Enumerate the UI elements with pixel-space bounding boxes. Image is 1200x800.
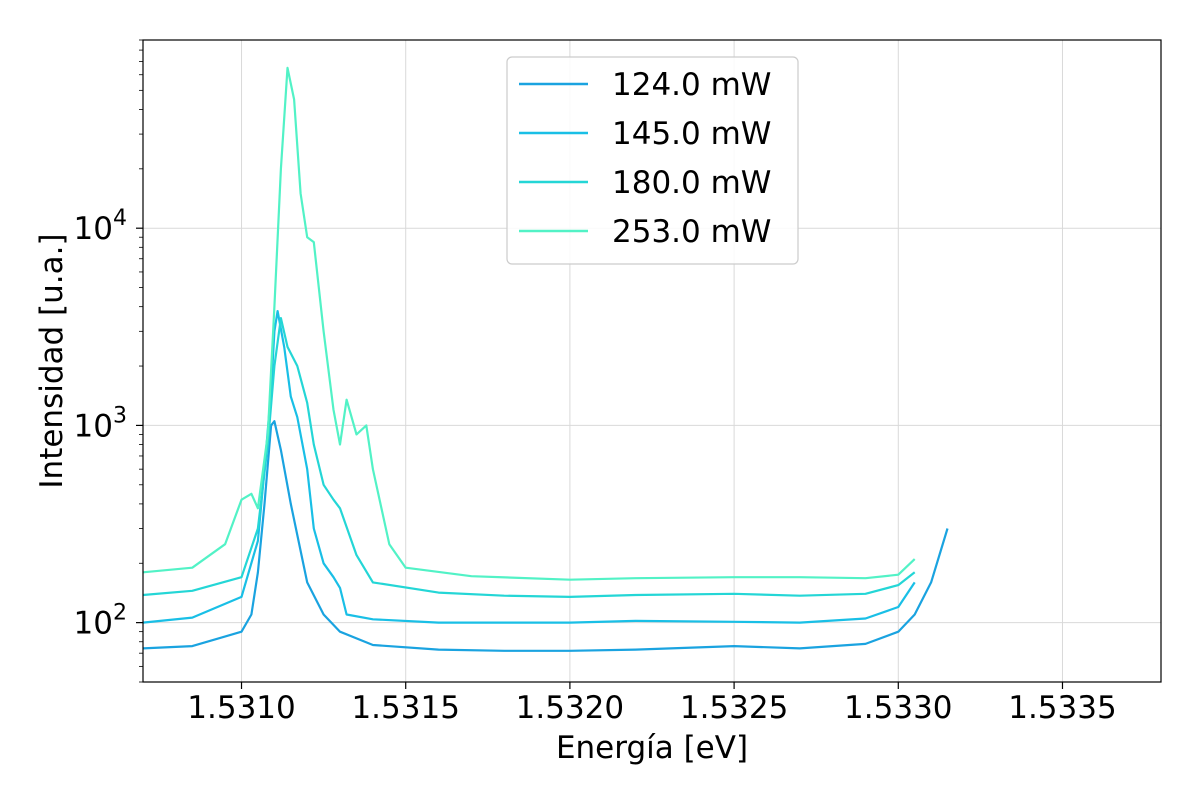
- y-axis-label: Intensidad [u.a.]: [34, 233, 70, 488]
- legend-label: 124.0 mW: [612, 67, 771, 103]
- y-tick-label: 104: [74, 206, 127, 247]
- legend-entries: 124.0 mW 145.0 mW 180.0 mW 253.0 mW: [519, 67, 771, 250]
- series-line: [142, 66, 916, 581]
- x-tick-label: 1.5325: [680, 690, 788, 726]
- y-tick-exponent: 3: [113, 403, 127, 428]
- x-tick-label: 1.5315: [351, 690, 459, 726]
- series-line: [142, 317, 916, 598]
- series-layer: [142, 66, 949, 652]
- legend: 124.0 mW 145.0 mW 180.0 mW 253.0 mW: [506, 56, 799, 265]
- y-tick-base: 10: [74, 211, 113, 247]
- y-tick-label: 103: [74, 403, 127, 444]
- legend-box: [506, 56, 799, 265]
- x-tick-label: 1.5330: [844, 690, 952, 726]
- x-tick-label: 1.5310: [187, 690, 295, 726]
- legend-label: 180.0 mW: [612, 165, 771, 201]
- x-tick-label: 1.5335: [1008, 690, 1116, 726]
- series-line: [142, 420, 949, 652]
- x-axis-label: Energía [eV]: [556, 730, 748, 766]
- legend-label: 253.0 mW: [612, 214, 771, 250]
- y-tick-base: 10: [74, 606, 113, 642]
- tick-layer: 1.5310 1.5315 1.5320 1.5325 1.5330 1.53351021…: [74, 39, 1117, 726]
- y-tick-exponent: 4: [113, 206, 127, 231]
- legend-label: 145.0 mW: [612, 116, 771, 152]
- y-tick-label: 102: [74, 601, 127, 642]
- y-tick-base: 10: [74, 408, 113, 444]
- x-tick-label: 1.5320: [516, 690, 624, 726]
- plot-frame: [142, 39, 1162, 683]
- y-tick-exponent: 2: [113, 601, 127, 626]
